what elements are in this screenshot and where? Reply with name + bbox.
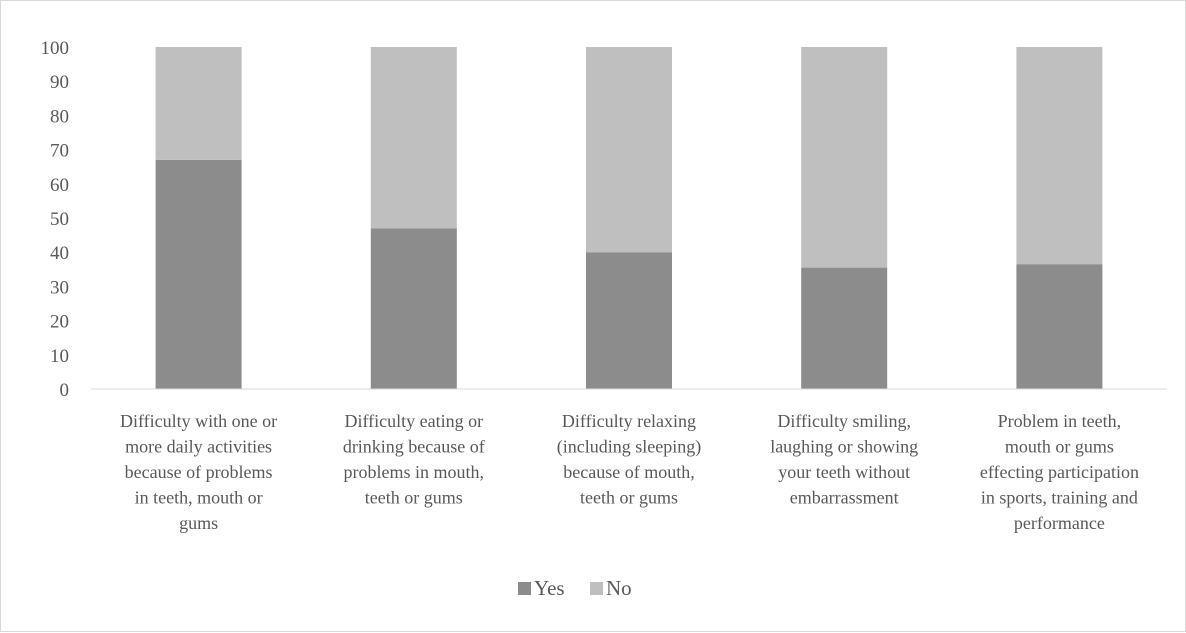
category-label-line: performance: [1014, 513, 1105, 533]
category-label-line: your teeth without: [778, 462, 910, 482]
bar-no-3: [586, 47, 672, 253]
category-label-line: teeth or gums: [365, 488, 463, 508]
bar-no-1: [155, 47, 242, 160]
bar-no-2: [370, 47, 457, 229]
category-label-2: Difficulty eating or drinking because of p…: [343, 411, 485, 508]
category-label-line: mouth or gums: [1005, 437, 1114, 457]
category-label-line: laughing or showing: [770, 437, 918, 457]
category-label-line: in teeth, mouth or: [135, 488, 263, 508]
y-tick-label-20: 20: [50, 312, 69, 333]
category-label-line: teeth or gums: [580, 488, 678, 508]
category-label-line: Difficulty smiling,: [777, 411, 911, 431]
bar-yes-5: [1016, 264, 1103, 389]
category-label-line: Difficulty relaxing: [562, 411, 696, 431]
bar-no-5: [1016, 47, 1103, 265]
y-tick-label-30: 30: [50, 277, 69, 298]
y-tick-label-60: 60: [50, 175, 69, 196]
y-tick-label-70: 70: [50, 141, 69, 162]
y-tick-label-90: 90: [50, 72, 69, 93]
category-label-line: effecting participation: [980, 462, 1139, 482]
bar-yes-2: [370, 228, 457, 389]
category-labels: Difficulty with one or more daily activit…: [120, 411, 1139, 533]
legend-swatch-yes: [518, 582, 531, 595]
category-label-line: (including sleeping): [557, 437, 701, 458]
category-label-5: Problem in teeth, mouth or gums effecting …: [980, 411, 1139, 533]
category-label-line: Problem in teeth,: [998, 411, 1121, 431]
category-label-line: gums: [179, 513, 218, 533]
category-label-4: Difficulty smiling, laughing or showing yo…: [770, 411, 918, 508]
category-label-line: Difficulty eating or: [344, 411, 483, 431]
category-label-line: drinking because of: [343, 437, 485, 457]
category-label-line: more daily activities: [125, 437, 272, 457]
y-tick-label-50: 50: [50, 209, 69, 230]
category-label-line: Difficulty with one or: [120, 411, 277, 431]
bar-yes-3: [586, 252, 672, 389]
legend-label-yes: Yes: [534, 576, 565, 600]
category-label-line: embarrassment: [790, 488, 899, 508]
category-label-line: in sports, training and: [981, 488, 1138, 508]
y-tick-label-80: 80: [50, 106, 69, 127]
y-tick-label-100: 100: [41, 38, 70, 59]
bar-yes-4: [801, 267, 888, 389]
y-tick-label-10: 10: [50, 346, 69, 367]
legend-swatch-no: [590, 582, 603, 595]
y-tick-label-40: 40: [50, 243, 69, 264]
category-label-line: problems in mouth,: [344, 462, 485, 482]
category-label-line: because of problems: [125, 462, 273, 482]
category-label-line: because of mouth,: [563, 462, 694, 482]
category-label-3: Difficulty relaxing (including sleeping) b…: [557, 411, 701, 508]
y-axis-ticks: 0 10 20 30 40 50 60 70 80 90 100: [41, 38, 70, 401]
legend: Yes No: [518, 576, 632, 600]
y-tick-label-0: 0: [60, 380, 70, 401]
bar-no-4: [801, 47, 888, 268]
category-label-1: Difficulty with one or more daily activit…: [120, 411, 277, 533]
bar-series: [155, 47, 1103, 389]
bar-yes-1: [155, 159, 242, 389]
legend-label-no: No: [606, 576, 632, 600]
